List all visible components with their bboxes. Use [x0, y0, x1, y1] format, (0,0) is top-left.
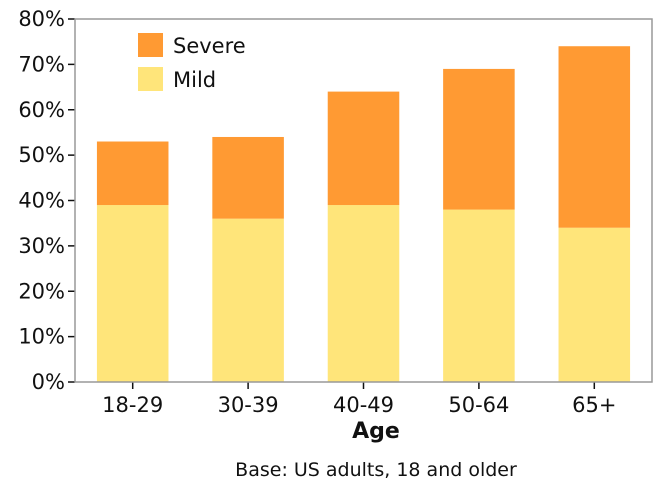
x-tick-label: 18-29 — [102, 393, 163, 417]
x-axis: 18-29 30-39 40-49 50-64 65+ — [102, 382, 616, 417]
legend-swatch-mild — [138, 67, 163, 91]
legend-swatch-severe — [138, 33, 163, 57]
y-tick-label: 40% — [18, 189, 65, 213]
bar-severe-18-29 — [96, 141, 169, 206]
legend-label-mild: Mild — [173, 68, 216, 92]
y-axis: 0% 10% 20% 30% 40% 50% 60% 70% 80% — [18, 7, 75, 394]
y-tick-label: 60% — [18, 98, 65, 122]
legend: Severe Mild — [138, 33, 246, 92]
base-note: Base: US adults, 18 and older — [235, 459, 517, 481]
y-tick-label: 20% — [18, 279, 65, 303]
x-tick-label: 65+ — [572, 393, 616, 417]
bar-severe-65plus — [558, 46, 631, 228]
y-tick-label: 80% — [18, 7, 65, 31]
y-tick-label: 50% — [18, 143, 65, 167]
bar-mild-65plus — [558, 227, 631, 382]
x-tick-label: 50-64 — [448, 393, 509, 417]
bars — [96, 46, 631, 382]
bar-severe-50-64 — [443, 68, 515, 210]
y-tick-label: 70% — [18, 52, 65, 76]
bar-mild-30-39 — [212, 218, 284, 382]
y-tick-label: 0% — [32, 370, 65, 394]
plot-frame — [74, 18, 653, 383]
y-tick-label: 10% — [18, 325, 65, 349]
x-tick-label: 40-49 — [333, 393, 394, 417]
bar-mild-18-29 — [96, 205, 169, 382]
y-tick-label: 30% — [18, 234, 65, 258]
x-axis-label: Age — [352, 419, 400, 444]
bar-severe-40-49 — [327, 91, 400, 206]
legend-label-severe: Severe — [173, 34, 246, 58]
x-tick-label: 30-39 — [218, 393, 279, 417]
bar-mild-40-49 — [327, 205, 400, 382]
bar-mild-50-64 — [443, 209, 515, 382]
bar-severe-30-39 — [212, 136, 284, 219]
